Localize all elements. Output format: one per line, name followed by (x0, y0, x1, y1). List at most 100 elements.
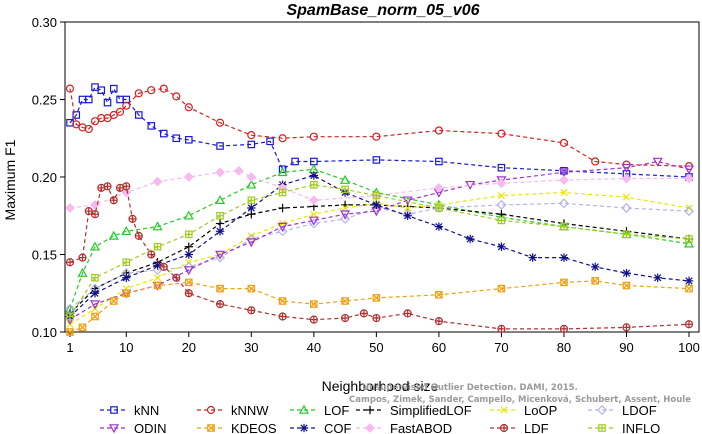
data-point-ldf (128, 214, 137, 223)
data-point-inflo (372, 191, 381, 200)
data-point-knnw (147, 86, 156, 95)
data-point-odin (277, 222, 288, 232)
data-point-inflo (497, 216, 506, 225)
data-point-odin (183, 266, 194, 276)
legend-label: kNN (134, 403, 159, 418)
data-point-knn (435, 157, 443, 166)
data-point-knnw (215, 118, 225, 127)
data-point-fastabod (621, 173, 632, 184)
data-point-inflo (685, 235, 693, 243)
data-point-ldof (558, 198, 569, 209)
data-point-inflo (560, 222, 568, 231)
data-point-ldf (159, 262, 168, 271)
legend-item-lof: LOF (290, 403, 349, 418)
legend-marker-ldof (596, 404, 608, 416)
data-point-kdeos (66, 328, 74, 336)
legend-marker-simplifiedlof (365, 405, 375, 415)
data-point-fastabod (65, 203, 75, 213)
data-point-odin (402, 196, 413, 206)
data-point-knn (97, 86, 106, 95)
x-tick-label: 20 (182, 340, 196, 355)
data-point-cof (622, 268, 631, 278)
data-point-knnw (172, 92, 181, 101)
series-line-loop (69, 191, 690, 325)
data-point-inflo (247, 196, 256, 205)
data-point-ldf (84, 207, 93, 216)
data-point-knn (147, 122, 156, 130)
data-point-ldof (371, 202, 382, 214)
legend-item-simplifiedlof: SimplifiedLOF (356, 403, 472, 418)
data-point-lof (246, 179, 257, 189)
data-point-odin (308, 216, 319, 226)
data-point-cof (684, 276, 694, 286)
x-tick-label: 60 (432, 340, 446, 355)
data-point-cof (184, 250, 193, 259)
data-point-knn (134, 111, 143, 119)
data-point-inflo (278, 188, 287, 197)
data-point-knn (266, 137, 274, 146)
series-line-ldof (69, 202, 690, 310)
x-tick-label: 40 (307, 340, 321, 355)
data-point-ldf (434, 317, 443, 326)
data-point-odin (683, 165, 695, 175)
data-point-inflo (184, 230, 193, 239)
data-point-lof (77, 267, 88, 277)
chart-title: SpamBase_norm_05_v06 (286, 2, 479, 19)
data-point-lof (215, 195, 226, 205)
data-point-kdeos (247, 284, 256, 293)
data-point-lof (183, 210, 194, 220)
data-point-kdeos (341, 297, 349, 305)
data-point-kdeos (310, 300, 318, 308)
data-point-ldf (309, 315, 318, 324)
legend-item-knnw: kNNW (197, 403, 269, 418)
data-point-odin (89, 300, 101, 310)
data-point-loop (341, 204, 349, 212)
series-kdeos (66, 277, 693, 336)
y-tick-label: 0.10 (32, 325, 57, 340)
data-point-ldf (622, 323, 631, 332)
data-point-cof (497, 242, 506, 251)
data-point-knnw (115, 107, 125, 117)
legend-label: LoOP (524, 403, 557, 418)
data-point-odin (215, 250, 226, 260)
data-point-knn (497, 163, 506, 172)
watermark-authors: Campos, Zimek, Sander, Campello, Micenko… (349, 395, 691, 405)
legend-marker-knn (110, 406, 118, 414)
data-point-knnw (559, 138, 569, 147)
legend-item-kdeos: KDEOS (197, 421, 277, 434)
legend-item-ldf: LDF (490, 421, 549, 434)
series-line-knn (69, 86, 690, 178)
x-tick-label: 70 (494, 340, 508, 355)
data-point-loop (247, 232, 255, 240)
data-point-lof (152, 221, 163, 231)
data-point-knnw (372, 132, 381, 141)
data-point-ldf (278, 312, 287, 321)
data-point-knnw (159, 84, 168, 93)
data-point-knn (372, 156, 381, 164)
series-layer (64, 83, 695, 336)
data-point-ldf (78, 253, 87, 262)
data-point-ldf (247, 306, 256, 315)
data-point-kdeos (216, 284, 224, 293)
data-point-kdeos (435, 291, 443, 299)
data-point-knn (116, 95, 124, 104)
data-point-fastabod (246, 172, 257, 182)
data-point-kdeos (497, 284, 506, 293)
data-point-knn (84, 95, 93, 104)
legend-marker-kdeos (207, 424, 215, 432)
data-point-ldf (341, 313, 350, 323)
x-tick-label: 1 (66, 340, 73, 355)
data-point-inflo (122, 258, 131, 267)
data-point-loop (622, 193, 631, 201)
data-point-fastabod (496, 178, 507, 189)
data-point-cof (309, 171, 319, 180)
legend-label: INFLO (622, 421, 660, 434)
data-point-odin (621, 163, 632, 173)
data-point-fastabod (233, 165, 244, 176)
series-ldf (65, 182, 694, 333)
series-knn (66, 83, 693, 181)
data-point-lof (277, 167, 288, 177)
data-point-kdeos (591, 277, 600, 285)
data-point-inflo (66, 312, 74, 321)
data-point-lof (108, 230, 119, 240)
